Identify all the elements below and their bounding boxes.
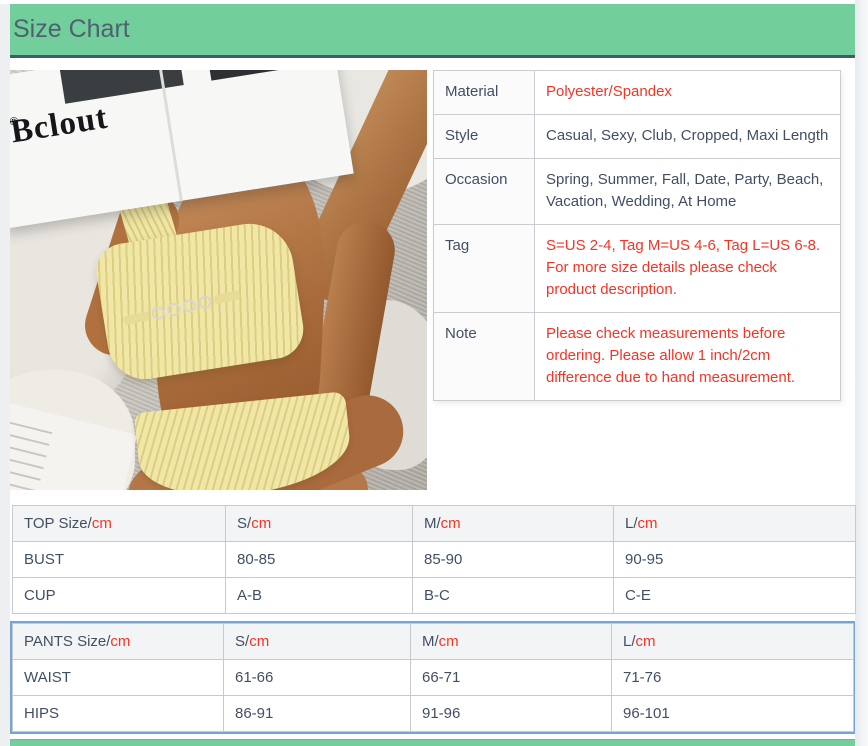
table-row-material: Material Polyester/Spandex xyxy=(433,70,841,115)
cell: A-B xyxy=(225,577,413,614)
table-row-waist: WAIST 61-66 66-71 71-76 xyxy=(12,659,854,696)
column-header: M/cm xyxy=(410,623,612,660)
column-header: TOP Size/cm xyxy=(12,505,226,542)
info-value: Casual, Sexy, Club, Cropped, Maxi Length xyxy=(534,114,841,159)
info-label: Material xyxy=(433,70,535,115)
column-header: L/cm xyxy=(611,623,854,660)
info-label: Style xyxy=(433,114,535,159)
column-header: PANTS Size/cm xyxy=(12,623,224,660)
table-row-hips: HIPS 86-91 91-96 96-101 xyxy=(12,695,854,732)
column-header: S/cm xyxy=(225,505,413,542)
product-photo: Bclout ® xyxy=(10,70,427,490)
cell: 91-96 xyxy=(410,695,612,732)
cell: 71-76 xyxy=(611,659,854,696)
magazine-photo xyxy=(201,70,307,81)
table-row-occasion: Occasion Spring, Summer, Fall, Date, Par… xyxy=(433,158,841,225)
info-label: Note xyxy=(433,312,535,401)
info-value: Polyester/Spandex xyxy=(534,70,841,115)
info-value: Spring, Summer, Fall, Date, Party, Beach… xyxy=(534,158,841,225)
row-label: HIPS xyxy=(12,695,224,732)
column-header: L/cm xyxy=(613,505,856,542)
section-header-size-chart: Size Chart xyxy=(10,4,855,58)
page-right-margin xyxy=(855,0,868,746)
info-label: Occasion xyxy=(433,158,535,225)
cell: B-C xyxy=(412,577,614,614)
page-title: Size Chart xyxy=(13,15,130,43)
cell: 90-95 xyxy=(613,541,856,578)
top-size-table: TOP Size/cm S/cm M/cm L/cm BUST 80-85 85… xyxy=(12,505,856,614)
magazine-spine xyxy=(156,70,183,202)
page-left-margin xyxy=(0,4,10,746)
info-label: Tag xyxy=(433,224,535,313)
cell: 61-66 xyxy=(223,659,411,696)
cell: 80-85 xyxy=(225,541,413,578)
cell: 66-71 xyxy=(410,659,612,696)
pants-table-selection-outline: PANTS Size/cm S/cm M/cm L/cm WAIST 61-66… xyxy=(10,621,855,734)
cell: 86-91 xyxy=(223,695,411,732)
table-row-bust: BUST 80-85 85-90 90-95 xyxy=(12,541,856,578)
row-label: WAIST xyxy=(12,659,224,696)
cell: 96-101 xyxy=(611,695,854,732)
info-value: S=US 2-4, Tag M=US 4-6, Tag L=US 6-8. Fo… xyxy=(534,224,841,313)
table-header-row: PANTS Size/cm S/cm M/cm L/cm xyxy=(12,623,854,660)
next-section-header-edge xyxy=(10,739,855,746)
column-header: M/cm xyxy=(412,505,614,542)
column-header: S/cm xyxy=(223,623,411,660)
info-value: Please check measurements before orderin… xyxy=(534,312,841,401)
table-row-cup: CUP A-B B-C C-E xyxy=(12,577,856,614)
table-row-tag: Tag S=US 2-4, Tag M=US 4-6, Tag L=US 6-8… xyxy=(433,224,841,313)
product-info-table: Material Polyester/Spandex Style Casual,… xyxy=(433,70,841,401)
pants-size-table: PANTS Size/cm S/cm M/cm L/cm WAIST 61-66… xyxy=(12,623,854,732)
table-row-style: Style Casual, Sexy, Club, Cropped, Maxi … xyxy=(433,114,841,159)
table-header-row: TOP Size/cm S/cm M/cm L/cm xyxy=(12,505,856,542)
row-label: BUST xyxy=(12,541,226,578)
row-label: CUP xyxy=(12,577,226,614)
cell: 85-90 xyxy=(412,541,614,578)
table-row-note: Note Please check measurements before or… xyxy=(433,312,841,401)
cell: C-E xyxy=(613,577,856,614)
